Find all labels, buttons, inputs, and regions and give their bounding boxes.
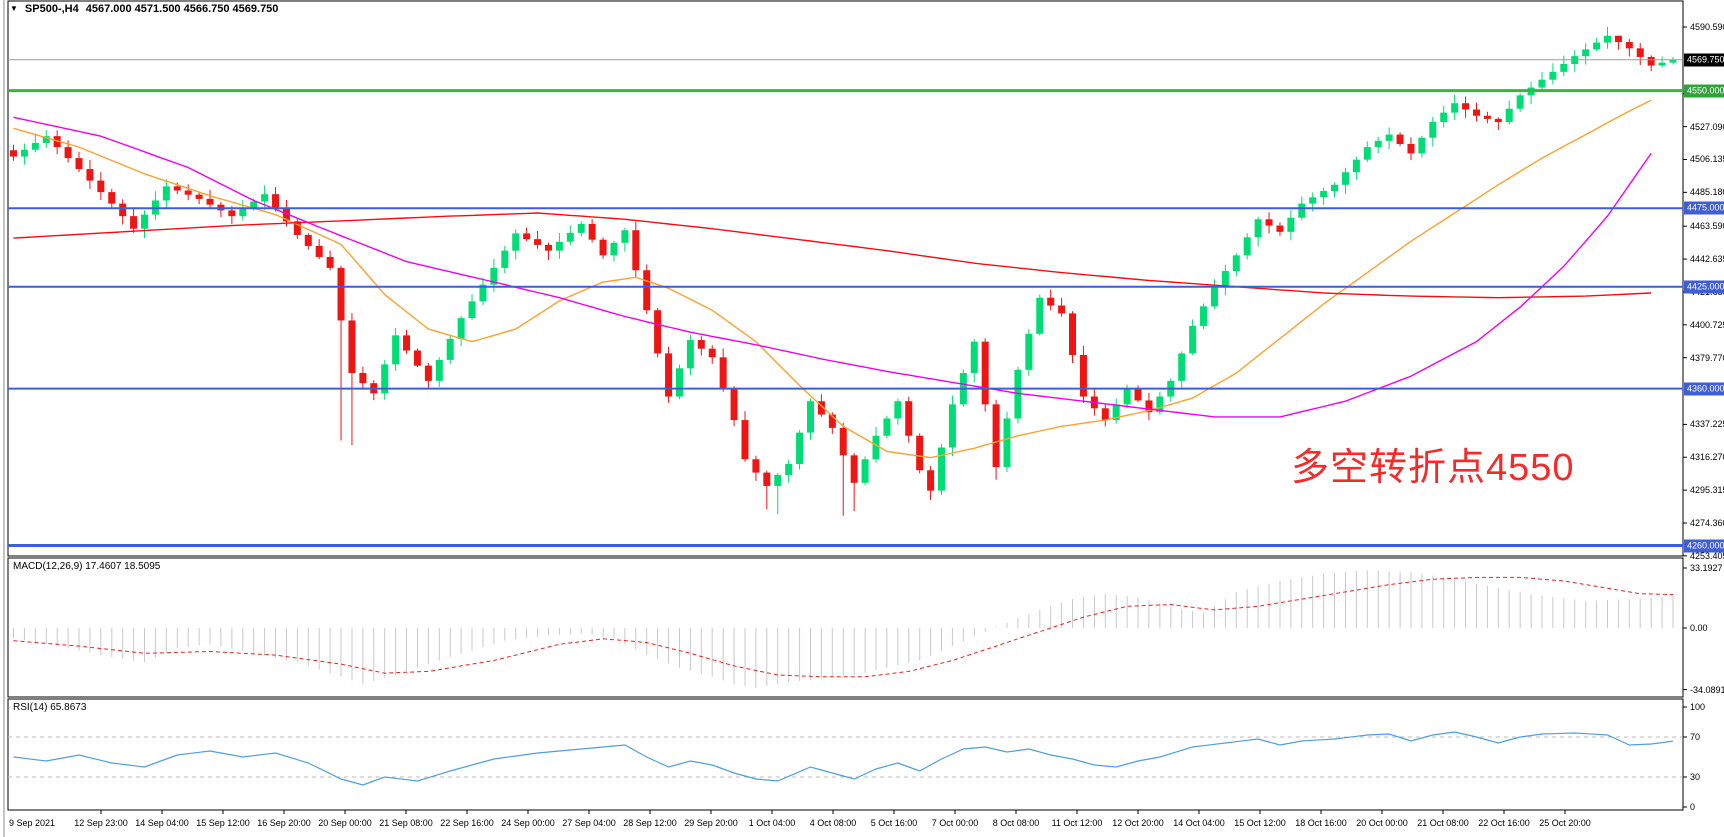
rsi-axis-tick: 30 bbox=[1690, 772, 1701, 782]
price-axis-tick: 4400.725 bbox=[1690, 319, 1724, 330]
price-badge: 4550.000 bbox=[1684, 84, 1724, 98]
time-axis-label: 28 Sep 12:00 bbox=[623, 818, 677, 828]
price-axis-tick: 4527.090 bbox=[1690, 121, 1724, 132]
ohlc-values: 4567.000 4571.500 4566.750 4569.750 bbox=[85, 3, 279, 15]
time-axis-label: 20 Sep 00:00 bbox=[318, 818, 372, 828]
time-axis-label: 7 Oct 00:00 bbox=[931, 818, 979, 828]
time-axis-label: 21 Oct 08:00 bbox=[1417, 818, 1469, 828]
macd-indicator-label: MACD(12,26,9) 17.4607 18.5095 bbox=[13, 561, 160, 572]
price-axis-tick: 4463.590 bbox=[1690, 221, 1724, 232]
time-axis-label: 29 Sep 20:00 bbox=[684, 818, 738, 828]
time-axis-label: 11 Oct 12:00 bbox=[1051, 818, 1103, 828]
price-axis-tick: 4506.135 bbox=[1690, 154, 1724, 165]
price-axis-tick: 4253.405 bbox=[1690, 550, 1724, 561]
price-badge: 4360.000 bbox=[1684, 382, 1724, 396]
time-axis-label: 22 Oct 16:00 bbox=[1478, 818, 1530, 828]
rsi-axis-tick: 0 bbox=[1690, 802, 1696, 812]
time-axis-label: 25 Oct 20:00 bbox=[1539, 818, 1591, 828]
price-axis-tick: 4442.635 bbox=[1690, 254, 1724, 265]
price-badge: 4475.000 bbox=[1684, 201, 1724, 215]
time-axis-label: 15 Oct 12:00 bbox=[1234, 818, 1286, 828]
time-axis-label: 5 Oct 16:00 bbox=[870, 818, 918, 828]
rsi-value: 65.8673 bbox=[50, 702, 87, 713]
time-axis-label: 14 Sep 04:00 bbox=[135, 818, 189, 828]
time-axis-label: 14 Oct 04:00 bbox=[1173, 818, 1225, 828]
time-axis-label: 9 Sep 2021 bbox=[9, 818, 56, 828]
time-axis-label: 8 Oct 08:00 bbox=[992, 818, 1040, 828]
macd-axis-tick: 33.1927 bbox=[1690, 563, 1723, 573]
chart-title: ▼ SP500-,H4 4567.000 4571.500 4566.750 4… bbox=[10, 3, 278, 15]
time-axis-label: 4 Oct 08:00 bbox=[809, 818, 857, 828]
time-axis-label: 21 Sep 08:00 bbox=[379, 818, 433, 828]
time-axis-label: 12 Oct 20:00 bbox=[1112, 818, 1164, 828]
ma-mid-red-line bbox=[13, 212, 1652, 299]
price-axis-tick: 4295.315 bbox=[1690, 485, 1724, 496]
price-axis-tick: 4379.770 bbox=[1690, 352, 1724, 363]
macd-values: 17.4607 18.5095 bbox=[85, 561, 161, 572]
panel-borders bbox=[3, 0, 1684, 837]
price-axis-tick: 4590.590 bbox=[1690, 22, 1724, 32]
time-axis-label: 20 Oct 00:00 bbox=[1356, 818, 1408, 828]
chart-text-annotation: 多空转折点4550 bbox=[1291, 447, 1575, 489]
time-axis-label: 12 Sep 23:00 bbox=[74, 818, 128, 828]
rsi-axis-tick: 100 bbox=[1690, 702, 1706, 712]
time-axis-label: 1 Oct 04:00 bbox=[748, 818, 796, 828]
macd-name: MACD(12,26,9) bbox=[13, 561, 83, 572]
price-axis-tick: 4316.270 bbox=[1690, 452, 1724, 463]
rsi-indicator-label: RSI(14) 65.8673 bbox=[13, 702, 86, 713]
time-axis-label: 16 Sep 20:00 bbox=[257, 818, 311, 828]
ma-slow-magenta-line bbox=[13, 116, 1652, 418]
price-axis-tick: 4274.360 bbox=[1690, 518, 1724, 528]
price-axis-tick: 4485.180 bbox=[1690, 187, 1724, 198]
time-axis-label: 22 Sep 16:00 bbox=[440, 818, 494, 828]
ma-fast-orange-line bbox=[13, 99, 1652, 459]
rsi-panel-graphics bbox=[8, 736, 1683, 778]
macd-axis-tick: 0.00 bbox=[1690, 623, 1708, 633]
chevron-down-icon[interactable]: ▼ bbox=[10, 4, 18, 13]
macd-axis-tick: -34.0891 bbox=[1690, 684, 1724, 695]
macd-histogram bbox=[13, 570, 1674, 688]
price-badge: 4569.750 bbox=[1684, 53, 1724, 67]
rsi-line bbox=[13, 731, 1674, 786]
price-badge: 4425.000 bbox=[1684, 280, 1724, 294]
symbol-period: SP500-,H4 bbox=[24, 3, 79, 15]
time-axis-label: 27 Sep 04:00 bbox=[562, 818, 616, 828]
price-level-lines bbox=[8, 59, 1683, 548]
time-axis-label: 18 Oct 16:00 bbox=[1295, 818, 1347, 828]
price-badge: 4260.000 bbox=[1684, 539, 1724, 553]
rsi-name: RSI(14) bbox=[13, 702, 48, 713]
time-axis-label: 24 Sep 00:00 bbox=[501, 818, 555, 828]
rsi-axis-tick: 70 bbox=[1690, 732, 1701, 742]
candlesticks bbox=[10, 27, 1677, 516]
price-axis-tick: 4337.225 bbox=[1690, 419, 1724, 430]
time-axis-label: 15 Sep 12:00 bbox=[196, 818, 250, 828]
